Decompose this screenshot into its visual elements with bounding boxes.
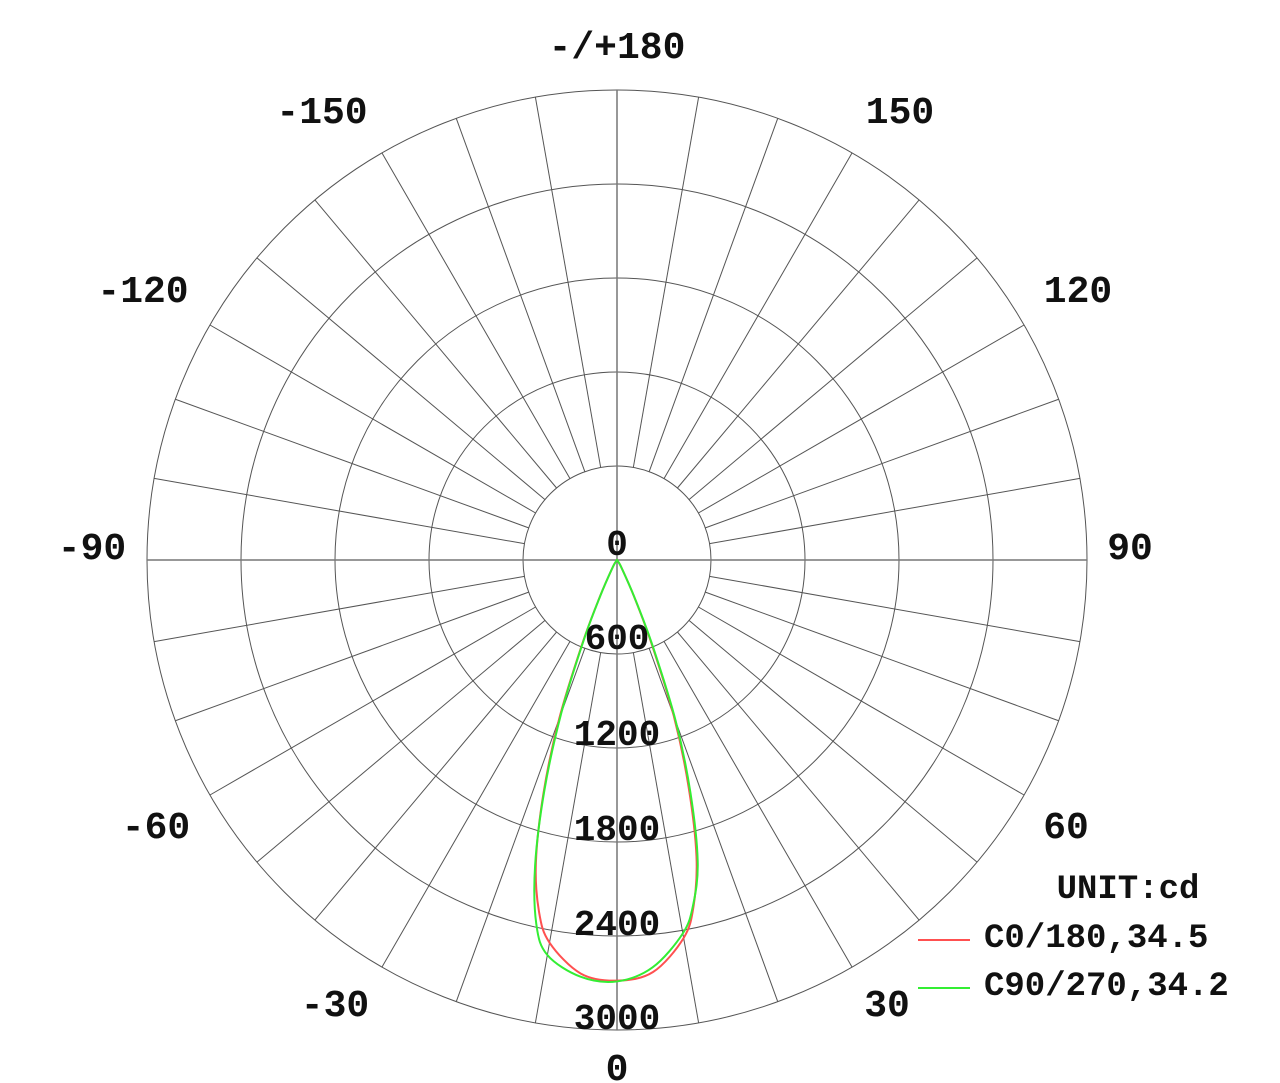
grid-spoke bbox=[175, 591, 529, 722]
grid-spoke bbox=[698, 606, 1025, 796]
grid-spoke bbox=[648, 648, 779, 1002]
ring-label-1200: 1200 bbox=[574, 715, 660, 756]
axis-labels: -/+180 150 120 90 60 30 0 -30 -60 -90 -1… bbox=[58, 27, 1153, 1083]
grid-spoke bbox=[663, 152, 853, 479]
intensity-curves bbox=[533, 558, 699, 983]
grid-spoke bbox=[663, 641, 853, 968]
angle-label-150: 150 bbox=[866, 92, 934, 135]
angle-label-neg60: -60 bbox=[122, 807, 190, 850]
legend-label-c90-270: C90/270,34.2 bbox=[984, 968, 1229, 1006]
angle-label-180: -/+180 bbox=[549, 27, 686, 70]
grid-spoke bbox=[677, 631, 920, 921]
angle-label-60: 60 bbox=[1043, 807, 1089, 850]
angle-label-90: 90 bbox=[1107, 528, 1153, 571]
ring-label-1800: 1800 bbox=[574, 810, 660, 851]
angle-label-neg90: -90 bbox=[58, 528, 126, 571]
angle-label-neg120: -120 bbox=[97, 271, 188, 314]
unit-label: UNIT:cd bbox=[1057, 871, 1200, 909]
legend-label-c0-180: C0/180,34.5 bbox=[984, 920, 1208, 958]
grid-spoke bbox=[632, 97, 700, 468]
grid-spoke bbox=[314, 199, 557, 489]
grid-spoke bbox=[154, 477, 525, 545]
grid-spoke bbox=[209, 606, 536, 796]
grid-spoke bbox=[688, 257, 978, 500]
grid-spoke bbox=[709, 477, 1080, 545]
grid-spoke bbox=[688, 620, 978, 863]
legend: UNIT:cd C0/180,34.5 C90/270,34.2 bbox=[918, 871, 1229, 1006]
grid-spoke bbox=[648, 118, 779, 472]
grid-spoke bbox=[455, 648, 586, 1002]
angle-label-120: 120 bbox=[1044, 271, 1112, 314]
angle-label-neg30: -30 bbox=[301, 985, 369, 1028]
series-curve-1 bbox=[533, 558, 699, 983]
grid-spoke bbox=[314, 631, 557, 921]
angle-label-neg150: -150 bbox=[276, 92, 367, 135]
grid-spoke bbox=[534, 97, 602, 468]
ring-label-3000: 3000 bbox=[574, 999, 660, 1040]
grid-spoke bbox=[154, 575, 525, 643]
ring-label-600: 600 bbox=[585, 619, 650, 660]
grid-spoke bbox=[677, 199, 920, 489]
grid-spoke bbox=[256, 620, 546, 863]
angle-label-0: 0 bbox=[606, 1049, 629, 1083]
ring-label-0: 0 bbox=[606, 525, 628, 566]
grid-spoke bbox=[175, 398, 529, 529]
grid-spoke bbox=[534, 652, 602, 1023]
grid-spoke bbox=[632, 652, 700, 1023]
angle-label-30: 30 bbox=[864, 985, 910, 1028]
grid-spoke bbox=[705, 591, 1059, 722]
grid-spoke bbox=[209, 324, 536, 514]
grid-spoke bbox=[705, 398, 1059, 529]
grid-spoke bbox=[698, 324, 1025, 514]
ring-label-2400: 2400 bbox=[574, 905, 660, 946]
grid-spoke bbox=[709, 575, 1080, 643]
grid-spoke bbox=[381, 152, 571, 479]
grid-spoke bbox=[256, 257, 546, 500]
grid-spoke bbox=[381, 641, 571, 968]
grid-spoke bbox=[455, 118, 586, 472]
polar-grid bbox=[146, 89, 1088, 1031]
